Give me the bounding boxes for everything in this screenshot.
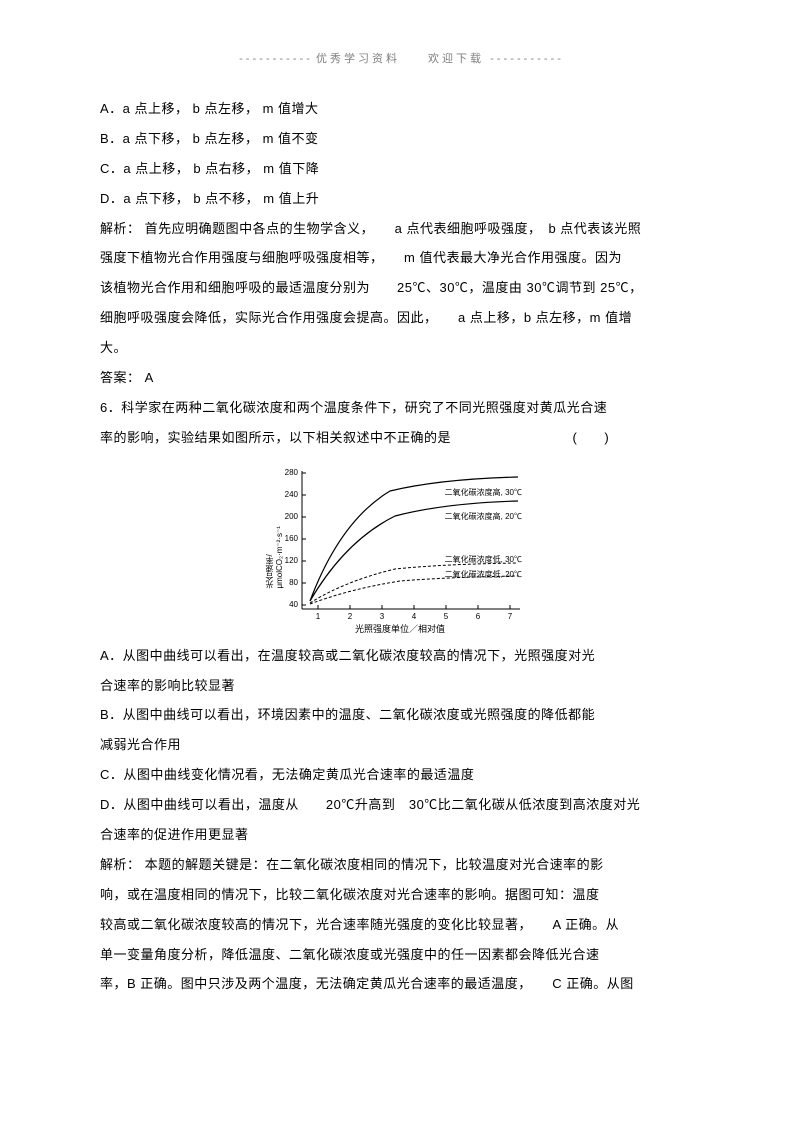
q5-option-a: A．a 点上移， b 点左移， m 值增大 — [100, 94, 700, 124]
ytick-40: 40 — [289, 600, 298, 609]
xtick-3: 3 — [380, 612, 385, 621]
xtick-7: 7 — [508, 612, 513, 621]
chart-x-label: 光照强度单位／相对值 — [355, 622, 445, 635]
curve-low-co2-20c — [310, 576, 518, 604]
q5-analysis-5: 大。 — [100, 333, 700, 363]
q6-option-a2: 合速率的影响比较显著 — [100, 671, 700, 701]
photosynthesis-chart: 光合速率/μmolCO₂·m⁻²·s⁻¹ 280 240 200 160 120… — [270, 461, 530, 631]
ytick-80: 80 — [289, 578, 298, 587]
q6-option-d2: 合速率的促进作用更显著 — [100, 820, 700, 850]
curve-label-1: 二氧化碳浓度高, 30℃ — [445, 487, 522, 498]
q6-analysis-4: 单一变量角度分析，降低温度、二氧化碳浓度或光强度中的任一因素都会降低光合速 — [100, 940, 700, 970]
xtick-6: 6 — [476, 612, 481, 621]
ytick-120: 120 — [285, 556, 299, 565]
q5-analysis-1: 解析： 首先应明确题图中各点的生物学含义， a 点代表细胞呼吸强度， b 点代表… — [100, 214, 700, 244]
xtick-2: 2 — [348, 612, 353, 621]
curve-label-4: 二氧化碳浓度低, 20℃ — [445, 569, 522, 580]
q6-analysis-1: 解析： 本题的解题关键是：在二氧化碳浓度相同的情况下，比较温度对光合速率的影 — [100, 850, 700, 880]
q5-analysis-3: 该植物光合作用和细胞呼吸的最适温度分别为 25℃、30℃，温度由 30℃调节到 … — [100, 273, 700, 303]
xtick-5: 5 — [444, 612, 449, 621]
q6-option-d1: D．从图中曲线可以看出，温度从 20℃升高到 30℃比二氧化碳从低浓度到高浓度对… — [100, 790, 700, 820]
q6-option-c1: C．从图中曲线变化情况看，无法确定黄瓜光合速率的最适温度 — [100, 760, 700, 790]
q5-option-d: D．a 点下移， b 点不移， m 值上升 — [100, 184, 700, 214]
q5-option-c: C．a 点上移， b 点右移， m 值下降 — [100, 154, 700, 184]
q6-stem-2: 率的影响，实验结果如图所示，以下相关叙述中不正确的是 ( ) — [100, 423, 700, 453]
q6-analysis-3: 较高或二氧化碳浓度较高的情况下，光合速率随光强度的变化比较显著， A 正确。从 — [100, 910, 700, 940]
header-dashes-right: - - - - - - - - - - - — [490, 53, 561, 65]
ytick-240: 240 — [285, 490, 299, 499]
curve-label-3: 二氧化碳浓度低, 30℃ — [445, 554, 522, 565]
chart-y-label: 光合速率/μmolCO₂·m⁻²·s⁻¹ — [264, 503, 284, 588]
header-text: 优秀学习资料 欢迎下载 — [316, 53, 484, 65]
q6-option-b2: 减弱光合作用 — [100, 730, 700, 760]
q6-option-b1: B．从图中曲线可以看出，环境因素中的温度、二氧化碳浓度或光照强度的降低都能 — [100, 700, 700, 730]
q6-analysis-2: 响，或在温度相同的情况下，比较二氧化碳浓度对光合速率的影响。据图可知：温度 — [100, 880, 700, 910]
xtick-4: 4 — [412, 612, 417, 621]
q5-analysis-4: 细胞呼吸强度会降低，实际光合作用强度会提高。因此， a 点上移，b 点左移，m … — [100, 303, 700, 333]
page-header: - - - - - - - - - - - 优秀学习资料 欢迎下载 - - - … — [100, 50, 700, 66]
ytick-160: 160 — [285, 534, 299, 543]
ytick-200: 200 — [285, 512, 299, 521]
ytick-280: 280 — [285, 468, 299, 477]
xtick-1: 1 — [316, 612, 321, 621]
q6-stem-1: 6．科学家在两种二氧化碳浓度和两个温度条件下，研究了不同光照强度对黄瓜光合速 — [100, 393, 700, 423]
header-dashes-left: - - - - - - - - - - - — [239, 53, 310, 65]
q6-analysis-5: 率，B 正确。图中只涉及两个温度，无法确定黄瓜光合速率的最适温度， C 正确。从… — [100, 969, 700, 999]
q6-option-a1: A．从图中曲线可以看出，在温度较高或二氧化碳浓度较高的情况下，光照强度对光 — [100, 641, 700, 671]
curve-label-2: 二氧化碳浓度高, 20℃ — [445, 511, 522, 522]
q5-analysis-2: 强度下植物光合作用强度与细胞呼吸强度相等， m 值代表最大净光合作用强度。因为 — [100, 243, 700, 273]
q5-answer: 答案： A — [100, 363, 700, 393]
q5-option-b: B．a 点下移， b 点左移， m 值不变 — [100, 124, 700, 154]
